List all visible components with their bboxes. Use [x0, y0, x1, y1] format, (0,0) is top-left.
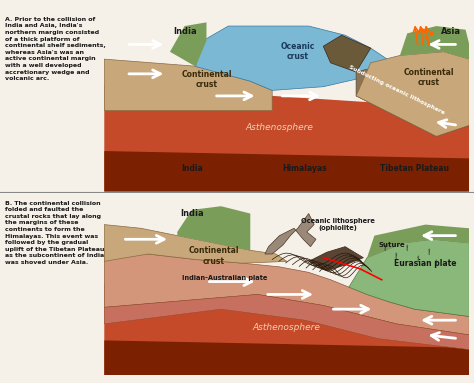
- Text: Eurasian plate: Eurasian plate: [394, 259, 457, 268]
- Polygon shape: [104, 151, 469, 192]
- Text: /: /: [405, 245, 409, 251]
- Text: Asia: Asia: [441, 27, 461, 36]
- Text: /: /: [394, 252, 398, 259]
- Polygon shape: [104, 283, 469, 375]
- Text: Continental
crust: Continental crust: [404, 68, 455, 87]
- Polygon shape: [349, 239, 469, 316]
- Polygon shape: [104, 250, 469, 335]
- Text: Asthenosphere: Asthenosphere: [253, 323, 321, 332]
- Polygon shape: [104, 295, 469, 350]
- Polygon shape: [356, 63, 469, 136]
- Polygon shape: [356, 52, 469, 136]
- Text: Suture: Suture: [378, 242, 405, 248]
- Polygon shape: [367, 224, 469, 258]
- Text: India: India: [181, 164, 203, 173]
- Polygon shape: [400, 26, 469, 59]
- Text: /: /: [435, 260, 438, 266]
- Text: India: India: [180, 209, 204, 218]
- Text: Continental
crust: Continental crust: [181, 70, 232, 89]
- Polygon shape: [177, 206, 250, 250]
- Text: Tibetan Plateau: Tibetan Plateau: [380, 164, 449, 173]
- Text: Oceanic lithosphere
(ophiolite): Oceanic lithosphere (ophiolite): [301, 218, 375, 231]
- Polygon shape: [104, 85, 469, 192]
- Text: Indian-Australian plate: Indian-Australian plate: [182, 275, 267, 281]
- Text: B. The continental collision
folded and faulted the
crustal rocks that lay along: B. The continental collision folded and …: [5, 201, 105, 265]
- Text: A. Prior to the collision of
India and Asia, India's
northern margin consisted
o: A. Prior to the collision of India and A…: [5, 17, 106, 81]
- Text: /: /: [383, 245, 387, 251]
- Text: Oceanic
crust: Oceanic crust: [281, 42, 315, 62]
- Polygon shape: [104, 59, 272, 111]
- Polygon shape: [323, 35, 371, 72]
- Text: /: /: [427, 249, 431, 255]
- Polygon shape: [104, 340, 469, 375]
- Polygon shape: [309, 247, 364, 270]
- Polygon shape: [195, 26, 392, 90]
- Text: /: /: [416, 256, 420, 262]
- Polygon shape: [265, 214, 316, 254]
- Text: Continental
crust: Continental crust: [189, 246, 239, 265]
- Polygon shape: [104, 224, 287, 263]
- Text: India: India: [173, 27, 196, 36]
- Text: Himalayas: Himalayas: [283, 164, 328, 173]
- Text: Asthenosphere: Asthenosphere: [246, 123, 313, 132]
- Polygon shape: [170, 22, 207, 67]
- Text: Subducting oceanic lithosphere: Subducting oceanic lithosphere: [347, 64, 445, 115]
